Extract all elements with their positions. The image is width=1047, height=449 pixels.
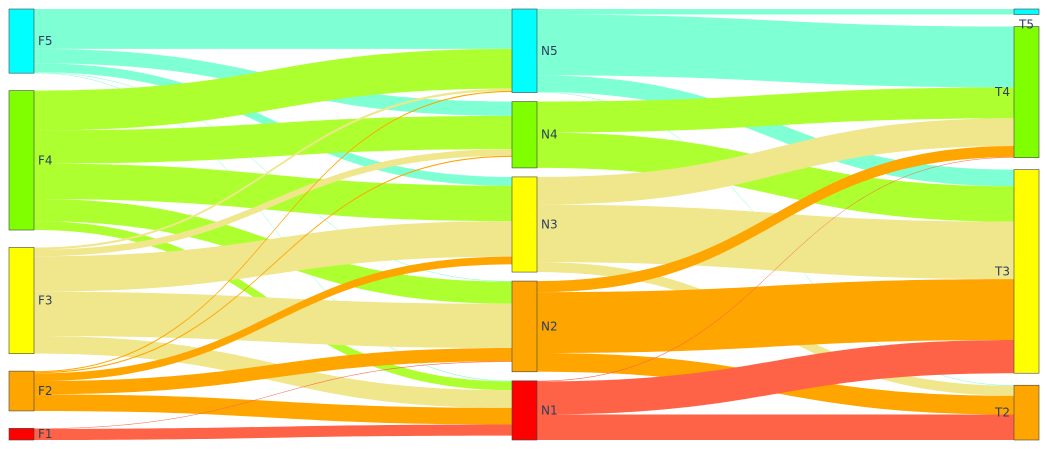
link-f5-n5[interactable] [34, 9, 512, 49]
link-f2-n2[interactable] [34, 348, 512, 395]
links-layer [34, 9, 1014, 440]
link-n5-t4[interactable] [537, 14, 1014, 88]
link-f2-n1[interactable] [34, 394, 512, 425]
node-label-t2: T2 [994, 406, 1010, 420]
node-label-f2: F2 [38, 384, 53, 398]
node-n5[interactable] [511, 8, 538, 93]
node-f4[interactable] [8, 90, 35, 231]
link-f3-n3[interactable] [34, 221, 512, 292]
link-n1-t4[interactable] [537, 157, 1014, 382]
node-label-f5: F5 [38, 34, 53, 48]
node-label-t5: T5 [1018, 18, 1034, 32]
node-f5[interactable] [8, 8, 35, 74]
link-f4-n3[interactable] [34, 163, 512, 222]
node-t3[interactable] [1013, 169, 1040, 374]
link-f5-n1[interactable] [34, 72, 512, 382]
link-n4-t4[interactable] [537, 87, 1014, 133]
node-n4[interactable] [511, 101, 538, 169]
node-label-n2: N2 [541, 319, 558, 333]
link-n1-t2[interactable] [537, 414, 1014, 440]
node-label-f3: F3 [38, 294, 53, 308]
link-f4-n4[interactable] [34, 115, 512, 164]
node-label-t3: T3 [994, 264, 1010, 278]
node-label-f4: F4 [38, 153, 53, 167]
node-label-n4: N4 [541, 128, 558, 142]
link-f1-n1[interactable] [34, 424, 512, 440]
node-label-n3: N3 [541, 218, 558, 232]
link-f2-n4[interactable] [34, 155, 512, 374]
node-n1[interactable] [511, 380, 538, 441]
link-n3-t3[interactable] [537, 204, 1014, 280]
node-t4[interactable] [1013, 26, 1040, 158]
link-f2-n3[interactable] [34, 256, 512, 382]
link-f2-n5[interactable] [34, 90, 512, 373]
node-label-n1: N1 [541, 403, 558, 417]
link-n4-t3[interactable] [537, 132, 1014, 222]
node-f2[interactable] [8, 370, 35, 412]
node-label-f1: F1 [38, 427, 53, 441]
link-n2-t4[interactable] [537, 146, 1014, 293]
link-f3-n4[interactable] [34, 149, 512, 257]
link-n5-t5[interactable] [537, 9, 1014, 15]
node-f3[interactable] [8, 247, 35, 354]
link-f3-n5[interactable] [34, 88, 512, 250]
labels-layer: F1 F2 F3 F4 F5 N1 N2 N3 N4 N5 T2 T3 T4 T5 [38, 18, 1034, 442]
link-f1-n2[interactable] [34, 361, 512, 429]
node-n3[interactable] [511, 176, 538, 273]
node-t5[interactable] [1013, 8, 1040, 15]
node-t2[interactable] [1013, 384, 1040, 441]
link-n2-t3[interactable] [537, 279, 1014, 353]
node-label-n5: N5 [541, 44, 558, 58]
link-n3-t4[interactable] [537, 118, 1014, 205]
node-label-t4: T4 [994, 85, 1010, 99]
link-n1-t3[interactable] [537, 340, 1014, 415]
node-n2[interactable] [511, 280, 538, 373]
nodes-layer [8, 8, 1040, 441]
link-n5-t3[interactable] [537, 75, 1014, 187]
link-f4-n5[interactable] [34, 48, 512, 131]
node-f1[interactable] [8, 428, 35, 441]
